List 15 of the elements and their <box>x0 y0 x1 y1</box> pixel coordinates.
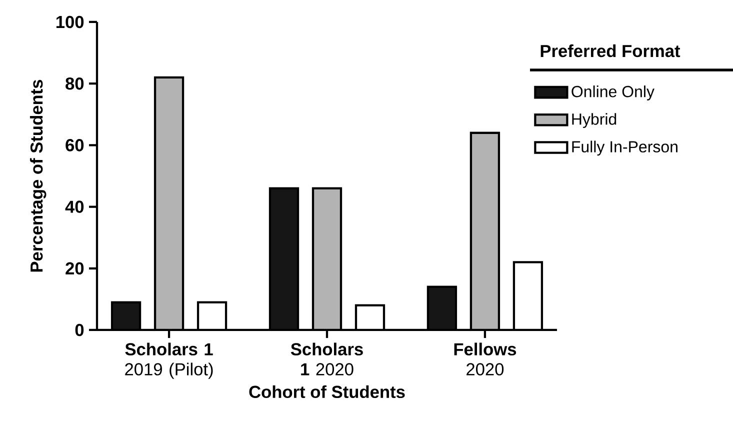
legend-label: Online Only <box>572 86 654 100</box>
legend-label: Fully In-Person <box>572 140 678 156</box>
x-tick-label: Fellows 2020 <box>454 342 516 376</box>
y-tick-label: 40 <box>65 200 84 213</box>
x-tick-label: Scholars 1 2019 (Pilot) <box>125 342 213 379</box>
legend-label: Hybrid <box>572 113 616 128</box>
x-tick-label: Scholars 1 2020 <box>290 342 363 376</box>
y-axis-title: Percentage of Students <box>30 80 46 272</box>
y-tick-label: 20 <box>66 262 84 275</box>
y-tick-label: 100 <box>56 16 84 28</box>
y-tick-label: 60 <box>66 139 84 152</box>
legend-title: Preferred Format <box>540 44 680 58</box>
y-tick-label: 0 <box>75 324 84 336</box>
x-axis-title: Cohort of Students <box>249 385 405 398</box>
y-tick-label: 80 <box>66 77 84 90</box>
